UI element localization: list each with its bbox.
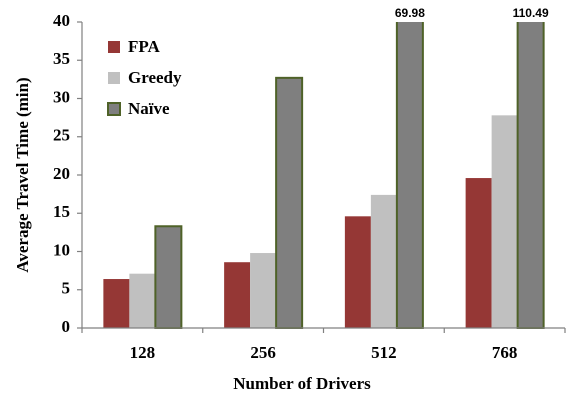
legend-swatch	[108, 72, 120, 84]
y-tick-label: 10	[53, 240, 70, 259]
legend-label: Greedy	[128, 68, 182, 87]
x-tick-label: 768	[492, 343, 518, 362]
x-axis-title: Number of Drivers	[233, 374, 371, 393]
legend-label: Naïve	[128, 99, 170, 118]
bar	[129, 273, 156, 328]
x-tick-label: 512	[371, 343, 397, 362]
legend-label: FPA	[128, 37, 161, 56]
y-tick-label: 20	[53, 164, 70, 183]
bar	[516, 22, 545, 329]
y-tick-label: 0	[62, 317, 71, 336]
bar	[344, 216, 371, 328]
x-tick-label: 128	[130, 343, 156, 362]
bar	[465, 178, 492, 328]
x-tick-label: 256	[250, 343, 276, 362]
plot-area	[103, 22, 545, 329]
value-label: 110.49	[513, 6, 549, 20]
value-label: 69.98	[395, 6, 425, 20]
bar	[370, 194, 397, 328]
y-tick-label: 25	[53, 126, 70, 145]
legend-swatch	[108, 41, 120, 53]
y-tick-label: 15	[53, 202, 70, 221]
y-axis-title: Average Travel Time (min)	[13, 77, 32, 272]
y-tick-label: 40	[53, 11, 70, 30]
bar	[395, 22, 424, 329]
bar	[224, 262, 251, 328]
bar	[154, 225, 183, 329]
y-tick-label: 5	[62, 279, 71, 298]
y-tick-label: 35	[53, 49, 70, 68]
bar	[250, 253, 277, 328]
y-tick-label: 30	[53, 87, 70, 106]
bar	[103, 279, 130, 328]
legend-swatch	[107, 102, 121, 116]
bar	[275, 76, 304, 329]
bar	[491, 115, 518, 328]
